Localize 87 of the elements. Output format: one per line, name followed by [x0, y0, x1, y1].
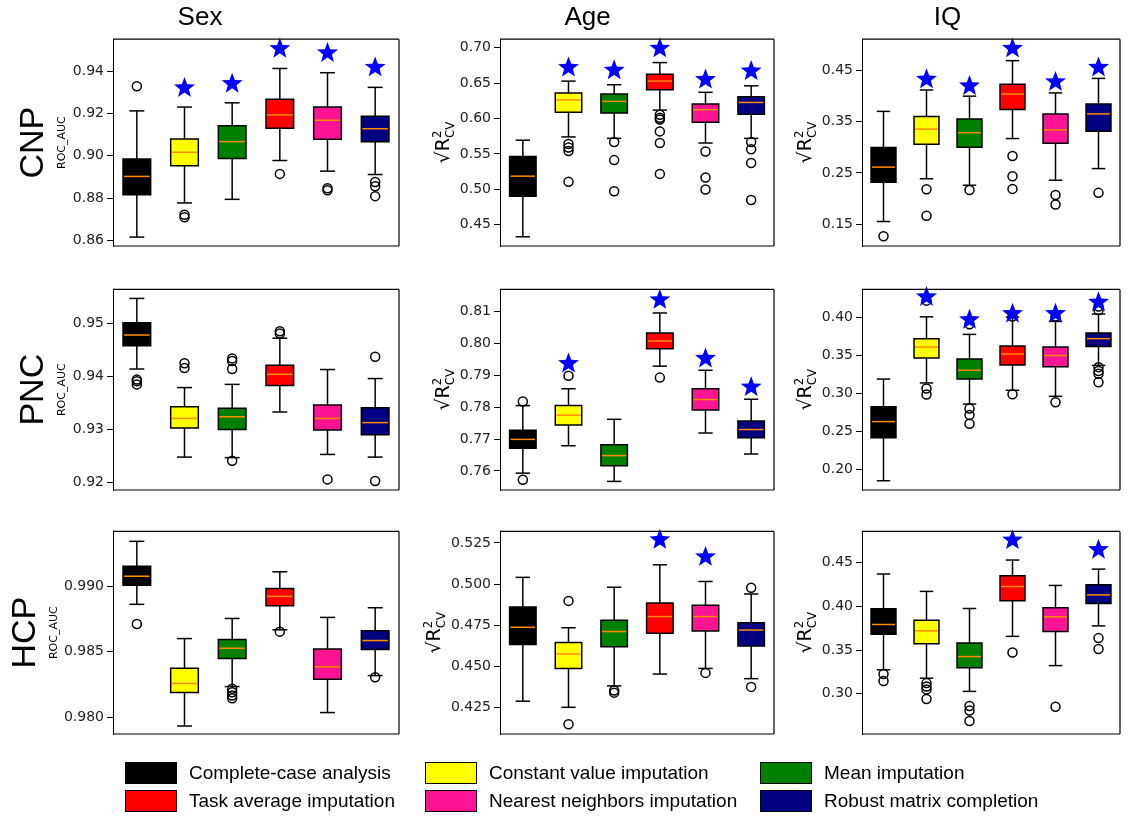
legend-label: Constant value imputation: [489, 762, 709, 784]
y-tick-label: 0.55: [459, 144, 491, 161]
legend-label: Nearest neighbors imputation: [489, 790, 738, 812]
y-tick-label: 0.80: [459, 334, 491, 351]
y-tick-label: 0.25: [821, 163, 853, 180]
y-tick-label: 0.45: [821, 60, 853, 77]
y-tick-label: 0.81: [459, 302, 491, 319]
y-axis-title: √R2CV: [421, 611, 449, 654]
y-tick-label: 0.500: [450, 574, 491, 591]
y-tick-label: 0.76: [459, 461, 492, 478]
y-tick-label: 0.40: [821, 308, 853, 325]
y-tick-label: 0.425: [450, 698, 491, 715]
chart-title: IQ: [933, 0, 962, 31]
y-axis-title: √R2CV: [430, 368, 457, 411]
y-tick-label: 0.88: [72, 188, 104, 205]
y-axis-title: ROC_AUC: [55, 363, 69, 417]
y-tick-label: 0.93: [72, 420, 104, 437]
y-tick-label: 0.475: [450, 615, 491, 632]
y-tick-label: 0.45: [821, 553, 853, 570]
point: [959, 75, 980, 95]
y-axis-title: √R2CV: [430, 121, 457, 164]
text: HCP: [3, 596, 42, 669]
point: [558, 56, 579, 77]
y-tick-label: 0.92: [72, 473, 104, 490]
point: [221, 72, 243, 93]
point: [269, 37, 291, 58]
text: PNC: [12, 353, 51, 426]
y-tick-label: 0.20: [821, 460, 853, 477]
y-tick-label: 0.90: [72, 146, 104, 163]
y-tick-label: 0.30: [821, 684, 853, 701]
y-tick-label: 0.65: [459, 73, 491, 90]
point: [558, 352, 579, 373]
y-tick-label: 0.50: [459, 179, 491, 196]
point: [740, 60, 762, 80]
point: [1002, 302, 1023, 323]
y-axis-title: √R2CV: [792, 611, 819, 654]
y-tick-label: 0.86: [72, 231, 105, 248]
point: [916, 68, 937, 89]
point: [1045, 70, 1066, 91]
y-tick-label: 0.95: [72, 314, 104, 330]
point: [174, 76, 195, 97]
point: [916, 286, 937, 306]
y-tick-label: 0.30: [821, 384, 853, 401]
legend-label: Mean imputation: [824, 762, 965, 784]
point: [740, 376, 762, 397]
point: [649, 288, 671, 309]
y-tick-label: 0.35: [821, 640, 853, 657]
y-tick-label: 0.79: [459, 366, 491, 383]
y-tick-label: 0.35: [821, 112, 853, 129]
y-tick-label: 0.92: [72, 104, 104, 121]
legend-label: Robust matrix completion: [824, 790, 1039, 812]
point: [649, 37, 671, 58]
y-axis-title: √R2CV: [792, 368, 819, 411]
point: [959, 308, 980, 329]
legend-label: Complete-case analysis: [189, 762, 391, 784]
y-tick-label: 0.45: [459, 215, 491, 232]
y-tick-label: 0.70: [459, 38, 491, 55]
point: [1002, 37, 1023, 58]
y-tick-label: 0.985: [63, 642, 104, 659]
y-axis-title: √R2CV: [792, 121, 819, 164]
y-tick-label: 0.980: [63, 707, 104, 724]
point: [695, 68, 716, 89]
point: [364, 56, 386, 77]
point: [695, 347, 716, 368]
legend-label: Task average imputation: [189, 790, 395, 812]
point: [1045, 302, 1066, 323]
y-tick-label: 0.40: [821, 597, 853, 614]
chart-title: Age: [564, 0, 611, 31]
y-axis-title: ROC_AUC: [46, 606, 60, 660]
y-tick-label: 0.78: [459, 397, 491, 414]
y-tick-label: 0.990: [63, 576, 104, 593]
y-tick-label: 0.60: [459, 109, 491, 126]
text: CNP: [12, 106, 51, 179]
y-tick-label: 0.25: [821, 422, 853, 439]
y-tick-label: 0.15: [821, 215, 853, 232]
y-tick-label: 0.450: [450, 657, 491, 674]
y-tick-label: 0.77: [459, 429, 491, 446]
point: [1088, 291, 1109, 312]
y-tick-label: 0.525: [450, 533, 491, 550]
y-tick-label: 0.35: [821, 346, 853, 363]
chart-title: Sex: [177, 0, 223, 31]
y-tick-label: 0.94: [72, 61, 105, 78]
y-tick-label: 0.94: [72, 367, 105, 384]
point: [1088, 56, 1109, 77]
y-axis-title: ROC_AUC: [55, 115, 69, 169]
point: [603, 59, 625, 80]
point: [317, 41, 338, 62]
